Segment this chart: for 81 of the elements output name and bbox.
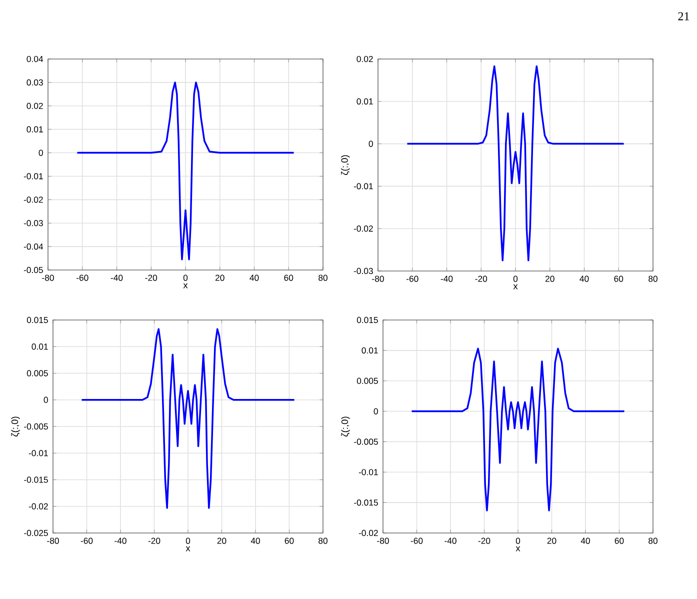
x-tick-label: -80: [372, 276, 384, 282]
x-tick-label: 80: [648, 538, 658, 544]
x-tick-label: -60: [76, 274, 88, 281]
y-tick-label: 0.005: [356, 378, 378, 384]
x-axis-title: x: [513, 284, 518, 290]
y-tick-label: 0: [368, 140, 373, 147]
y-tick-label: 0.02: [26, 102, 43, 109]
x-tick-label: -20: [475, 276, 488, 282]
y-tick-label: -0.015: [354, 500, 378, 506]
y-tick-label: -0.005: [354, 438, 378, 445]
line-series: [410, 348, 626, 512]
x-tick-label: -20: [145, 274, 158, 281]
x-tick-label: 60: [614, 276, 624, 282]
line-series: [80, 328, 296, 509]
x-tick-label: 80: [648, 276, 658, 282]
y-tick-label: 0: [38, 150, 43, 156]
y-tick-label: -0.01: [28, 450, 48, 456]
x-tick-label: -80: [42, 274, 54, 281]
y-tick-label: 0.01: [26, 126, 43, 132]
x-tick-label: 20: [217, 538, 226, 544]
y-tick-label: 0.015: [356, 316, 378, 324]
y-tick-label: 0.005: [26, 370, 48, 376]
x-tick-label: -40: [110, 274, 123, 281]
x-tick-label: -20: [148, 538, 160, 544]
x-axis-title: x: [183, 283, 188, 288]
x-tick-label: -60: [406, 276, 418, 282]
y-tick-label: -0.04: [24, 243, 44, 250]
y-tick-label: 0: [44, 396, 48, 403]
x-tick-label: -40: [444, 538, 456, 544]
x-tick-label: -40: [114, 538, 126, 544]
x-tick-label: 20: [215, 274, 224, 281]
y-tick-label: -0.01: [358, 469, 378, 476]
y-tick-label: 0.015: [26, 316, 48, 324]
line-series: [76, 82, 295, 260]
x-tick-label: 40: [580, 276, 589, 282]
y-axis-title: ζ(:,0): [11, 416, 20, 436]
x-axis-title: x: [516, 546, 520, 552]
y-tick-label: 0.02: [356, 56, 373, 62]
x-tick-label: 20: [545, 276, 554, 282]
line-series: [406, 65, 625, 262]
x-tick-label: 40: [250, 538, 260, 544]
x-tick-label: -60: [410, 538, 423, 544]
x-tick-label: -40: [440, 276, 453, 282]
y-tick-label: 0.04: [26, 56, 44, 62]
x-tick-label: -20: [478, 538, 490, 544]
x-tick-label: 40: [250, 274, 259, 281]
text: 21: [678, 12, 690, 20]
y-axis-title: ζ(:,0): [341, 155, 350, 175]
x-tick-label: 80: [318, 538, 328, 544]
x-tick-label: 0: [516, 538, 520, 544]
y-tick-label: -0.015: [24, 476, 48, 483]
x-tick-label: 20: [547, 538, 556, 544]
y-tick-label: -0.02: [354, 226, 373, 232]
x-axis-title: x: [186, 546, 190, 552]
y-tick-label: -0.03: [24, 220, 43, 226]
y-tick-label: -0.03: [354, 268, 373, 274]
y-tick-label: -0.005: [24, 423, 48, 430]
x-tick-label: 0: [183, 274, 188, 281]
y-tick-label: 0.01: [356, 98, 373, 104]
y-tick-label: 0: [374, 408, 378, 414]
x-tick-label: 60: [284, 274, 294, 281]
x-tick-label: 60: [284, 538, 294, 544]
y-tick-label: -0.02: [358, 530, 378, 536]
x-tick-label: 0: [513, 276, 518, 282]
x-tick-label: 0: [186, 538, 190, 544]
y-axis-title: ζ(:,0): [341, 416, 350, 436]
y-tick-label: -0.02: [24, 196, 43, 203]
x-tick-label: -80: [47, 538, 59, 544]
y-tick-label: 0.01: [32, 344, 48, 350]
x-tick-label: -80: [377, 538, 389, 544]
y-tick-label: -0.02: [28, 503, 48, 510]
x-tick-label: 40: [580, 538, 590, 544]
y-tick-label: -0.01: [24, 173, 43, 180]
x-tick-label: 80: [318, 274, 328, 281]
y-tick-label: -0.025: [24, 530, 48, 536]
y-tick-label: 0.03: [26, 79, 43, 86]
x-tick-label: 60: [614, 538, 624, 544]
y-tick-label: -0.05: [24, 266, 43, 274]
x-tick-label: -60: [80, 538, 93, 544]
y-tick-label: -0.01: [354, 183, 373, 190]
y-tick-label: 0.01: [362, 347, 378, 354]
